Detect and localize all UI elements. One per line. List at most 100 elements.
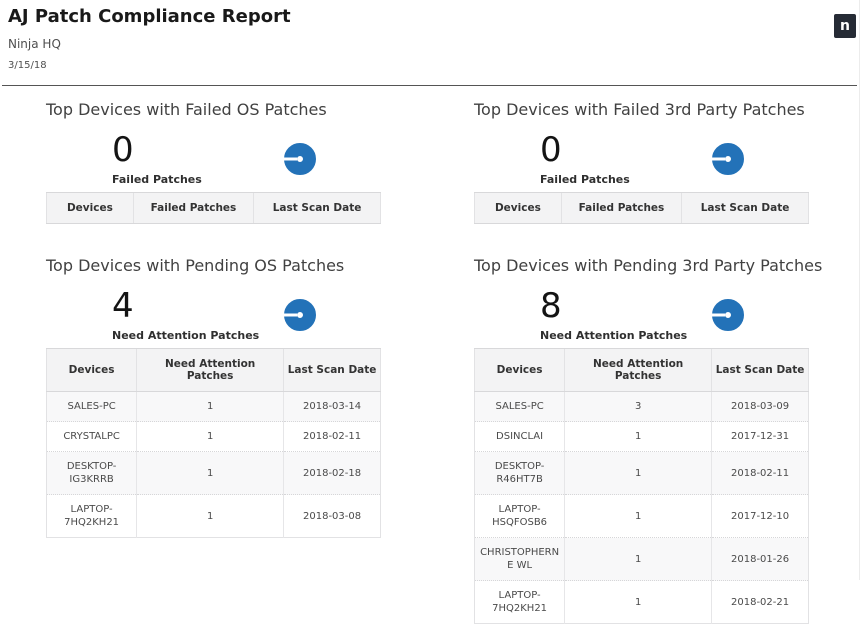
table-row: DESKTOP-IG3KRRB 1 2018-02-18	[46, 451, 381, 495]
report-date: 3/15/18	[8, 60, 47, 71]
section-title: Top Devices with Pending 3rd Party Patch…	[474, 256, 823, 275]
stat-block: 4 Need Attention Patches	[112, 289, 259, 342]
section-title: Top Devices with Failed OS Patches	[46, 100, 327, 119]
devices-table: Devices Failed Patches Last Scan Date	[46, 192, 381, 224]
devices-table: Devices Need Attention Patches Last Scan D…	[474, 348, 809, 624]
section-title: Top Devices with Failed 3rd Party Patche…	[474, 100, 805, 119]
donut-chart	[284, 299, 316, 331]
column-header: Last Scan Date	[711, 348, 809, 392]
table-cell: DESKTOP-IG3KRRB	[66, 461, 117, 485]
table-cell: 2018-03-14	[283, 391, 381, 422]
table-cell: LAPTOP-7HQ2KH21	[492, 590, 548, 614]
devices-table: Devices Failed Patches Last Scan Date	[474, 192, 809, 224]
table-cell: 2018-03-08	[283, 494, 381, 538]
column-header: Failed Patches	[560, 192, 682, 224]
table-header-row: Devices Need Attention Patches Last Scan D…	[474, 348, 809, 392]
table-cell: 1	[564, 580, 712, 624]
stat-value: 0	[112, 129, 134, 170]
devices-table: Devices Need Attention Patches Last Scan D…	[46, 348, 381, 538]
table-cell: 1	[136, 391, 284, 422]
stat-block: 8 Need Attention Patches	[540, 289, 687, 342]
column-header: Need Attention Patches	[564, 348, 712, 392]
table-body: SALES-PC 3 2018-03-09 DSINCLAI 1 2017-12-31 DE…	[474, 391, 809, 624]
donut-chart	[712, 143, 744, 175]
table-row: LAPTOP-7HQ2KH21 1 2018-02-21	[474, 580, 809, 624]
table-header-row: Devices Failed Patches Last Scan Date	[474, 192, 809, 224]
table-cell: LAPTOP-7HQ2KH21	[64, 504, 120, 528]
sections-grid: Top Devices with Failed OS Patches 0 Fai…	[0, 86, 859, 624]
table-cell: 2017-12-10	[711, 494, 809, 538]
table-cell: SALES-PC	[67, 401, 116, 412]
page-title: AJ Patch Compliance Report	[8, 6, 291, 27]
column-header: Need Attention Patches	[136, 348, 284, 392]
column-header: Devices	[46, 192, 134, 224]
stat-value: 4	[112, 285, 134, 326]
column-header: Failed Patches	[132, 192, 254, 224]
table-cell: 1	[564, 421, 712, 452]
donut-segment-gap	[712, 313, 725, 317]
table-cell: 1	[564, 494, 712, 538]
organization-name: Ninja HQ	[8, 37, 61, 51]
stat-label: Failed Patches	[540, 172, 630, 186]
table-row: LAPTOP-HSQFOSB6 1 2017-12-10	[474, 494, 809, 538]
column-header: Last Scan Date	[681, 192, 809, 224]
table-cell: 1	[136, 494, 284, 538]
stat-label: Need Attention Patches	[540, 328, 688, 342]
stat-label: Need Attention Patches	[112, 328, 260, 342]
table-row: DSINCLAI 1 2017-12-31	[474, 421, 809, 452]
stat-and-chart-row: 0 Failed Patches	[474, 130, 814, 188]
column-header: Devices	[46, 348, 137, 392]
table-cell: 2018-02-18	[283, 451, 381, 495]
report-section: Top Devices with Pending OS Patches 4 Ne…	[46, 254, 386, 624]
table-cell: 1	[564, 537, 712, 581]
stat-and-chart-row: 8 Need Attention Patches	[474, 286, 814, 344]
table-row: SALES-PC 1 2018-03-14	[46, 391, 381, 422]
table-cell: DSINCLAI	[496, 431, 544, 442]
table-cell: CRYSTALPC	[63, 431, 120, 442]
table-row: CHRISTOPHERNE WL 1 2018-01-26	[474, 537, 809, 581]
table-cell: 2018-02-11	[283, 421, 381, 452]
table-cell: DESKTOP-R46HT7B	[494, 461, 545, 485]
table-cell: 3	[564, 391, 712, 422]
stat-block: 0 Failed Patches	[112, 133, 202, 186]
table-header-row: Devices Need Attention Patches Last Scan D…	[46, 348, 381, 392]
donut-segment-gap	[284, 313, 297, 317]
stat-and-chart-row: 0 Failed Patches	[46, 130, 386, 188]
stat-block: 0 Failed Patches	[540, 133, 630, 186]
table-header-row: Devices Failed Patches Last Scan Date	[46, 192, 381, 224]
stat-value: 8	[540, 285, 562, 326]
table-cell: 1	[136, 451, 284, 495]
donut-segment-gap	[284, 157, 297, 161]
table-row: CRYSTALPC 1 2018-02-11	[46, 421, 381, 452]
ninja-logo-letter: n	[840, 18, 850, 34]
report-section: Top Devices with Failed 3rd Party Patche…	[474, 98, 814, 254]
stat-value: 0	[540, 129, 562, 170]
donut-chart	[712, 299, 744, 331]
stat-and-chart-row: 4 Need Attention Patches	[46, 286, 386, 344]
table-row: SALES-PC 3 2018-03-09	[474, 391, 809, 422]
section-title: Top Devices with Pending OS Patches	[46, 256, 345, 275]
column-header: Devices	[474, 192, 562, 224]
table-cell: CHRISTOPHERNE WL	[480, 547, 560, 571]
table-row: LAPTOP-7HQ2KH21 1 2018-03-08	[46, 494, 381, 538]
table-cell: 1	[136, 421, 284, 452]
table-cell: LAPTOP-HSQFOSB6	[492, 504, 548, 528]
report-section: Top Devices with Failed OS Patches 0 Fai…	[46, 98, 386, 254]
table-row: DESKTOP-R46HT7B 1 2018-02-11	[474, 451, 809, 495]
column-header: Last Scan Date	[283, 348, 381, 392]
header-divider	[2, 85, 857, 86]
table-cell: 2018-02-11	[711, 451, 809, 495]
stat-label: Failed Patches	[112, 172, 202, 186]
table-cell: 2017-12-31	[711, 421, 809, 452]
donut-segment-gap	[712, 157, 725, 161]
ninja-logo: n	[834, 14, 856, 38]
report-header: AJ Patch Compliance Report Ninja HQ 3/15…	[0, 0, 859, 71]
table-cell: 2018-02-21	[711, 580, 809, 624]
table-cell: 2018-03-09	[711, 391, 809, 422]
column-header: Last Scan Date	[253, 192, 381, 224]
donut-chart	[284, 143, 316, 175]
column-header: Devices	[474, 348, 565, 392]
table-body: SALES-PC 1 2018-03-14 CRYSTALPC 1 2018-02-11 D…	[46, 391, 381, 538]
report-section: Top Devices with Pending 3rd Party Patch…	[474, 254, 823, 624]
